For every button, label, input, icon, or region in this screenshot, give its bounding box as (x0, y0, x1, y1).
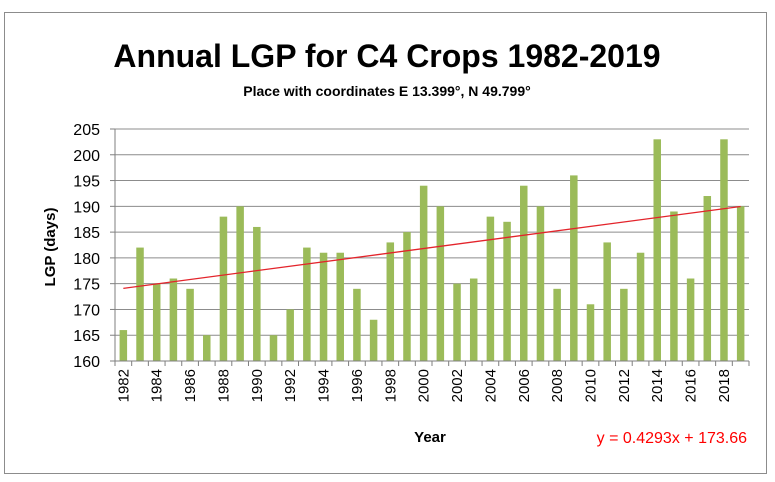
bar (570, 175, 578, 361)
y-tick-label: 195 (73, 174, 100, 191)
bar (286, 309, 294, 361)
bar (269, 335, 278, 361)
x-tick-label: 1998 (382, 369, 399, 402)
y-tick-label: 200 (73, 148, 100, 165)
x-tick-label: 1990 (249, 369, 266, 402)
y-tick-label: 185 (73, 225, 100, 242)
bar (119, 330, 128, 361)
x-tick-label: 2008 (549, 369, 566, 402)
bar (636, 252, 645, 361)
x-tick-label: 2010 (583, 369, 600, 402)
bar (620, 288, 628, 361)
y-tick-label: 170 (73, 302, 100, 319)
x-tick-label: 1982 (115, 369, 132, 402)
bar (603, 242, 611, 361)
bar (536, 206, 545, 361)
x-tick-label: 1992 (282, 369, 299, 402)
bar (319, 252, 328, 361)
trendline (123, 205, 741, 290)
bar (419, 185, 428, 361)
chart-svg: Annual LGP for C4 Crops 1982-2019 Place … (42, 38, 750, 447)
x-tick-label: 2000 (416, 369, 433, 402)
x-tick-label: 2002 (449, 369, 466, 402)
y-tick-label: 160 (73, 354, 100, 371)
y-tick-label: 190 (73, 199, 100, 216)
trendline-group (123, 205, 741, 290)
bar (236, 206, 244, 361)
x-tick-label: 1988 (215, 369, 232, 402)
x-tick-label: 2004 (482, 369, 499, 402)
bar (736, 206, 745, 361)
trendline-equation: y = 0.4293x + 173.66 (597, 430, 747, 447)
bar (186, 288, 194, 361)
x-tick-label: 1984 (149, 369, 166, 402)
x-tick-label: 2016 (683, 369, 700, 402)
bar (720, 139, 728, 361)
x-tick-label: 2018 (716, 369, 733, 402)
chart-title: Annual LGP for C4 Crops 1982-2019 (113, 38, 660, 74)
bar (253, 226, 261, 361)
bar (152, 283, 161, 361)
bar (553, 288, 561, 361)
chart-frame: Annual LGP for C4 Crops 1982-2019 Place … (4, 12, 767, 474)
bar (436, 206, 445, 361)
x-tick-label: 1986 (182, 369, 199, 402)
bar (203, 335, 211, 361)
bar (503, 221, 511, 361)
bar (336, 252, 344, 361)
y-tick-label: 165 (73, 328, 100, 345)
bar (386, 242, 395, 361)
x-axis-label: Year (414, 429, 446, 446)
x-tick-label: 2012 (616, 369, 633, 402)
bar (303, 247, 311, 361)
bar (486, 216, 495, 361)
x-tick-label: 2006 (516, 369, 533, 402)
bar (686, 278, 695, 361)
bar (369, 319, 378, 361)
x-tick-label: 1996 (349, 369, 366, 402)
x-tick-label: 1994 (316, 369, 333, 402)
bar (453, 283, 461, 361)
y-tick-label: 180 (73, 251, 100, 268)
bar (586, 304, 595, 361)
x-tick-label: 2014 (649, 369, 666, 402)
bar (136, 247, 144, 361)
axes (110, 128, 750, 366)
bars (119, 139, 745, 361)
bar (653, 139, 661, 361)
bar (403, 232, 411, 361)
bar (169, 278, 178, 361)
y-tick-label: 175 (73, 277, 100, 294)
bar (469, 278, 478, 361)
bar (219, 216, 228, 361)
bar (703, 196, 712, 361)
y-tick-label: 205 (73, 122, 100, 139)
bar (520, 185, 528, 361)
chart-subtitle: Place with coordinates E 13.399°, N 49.7… (243, 83, 530, 99)
bar (670, 211, 678, 361)
x-tick-labels: 1982 1984 1986 1988 1990 1992 1994 1996 1998 2000… (115, 369, 733, 402)
y-axis-label: LGP (days) (42, 208, 59, 287)
y-tick-labels: 160 165 170 175 180 185 190 195 200 205 (73, 122, 100, 371)
bar (353, 288, 361, 361)
